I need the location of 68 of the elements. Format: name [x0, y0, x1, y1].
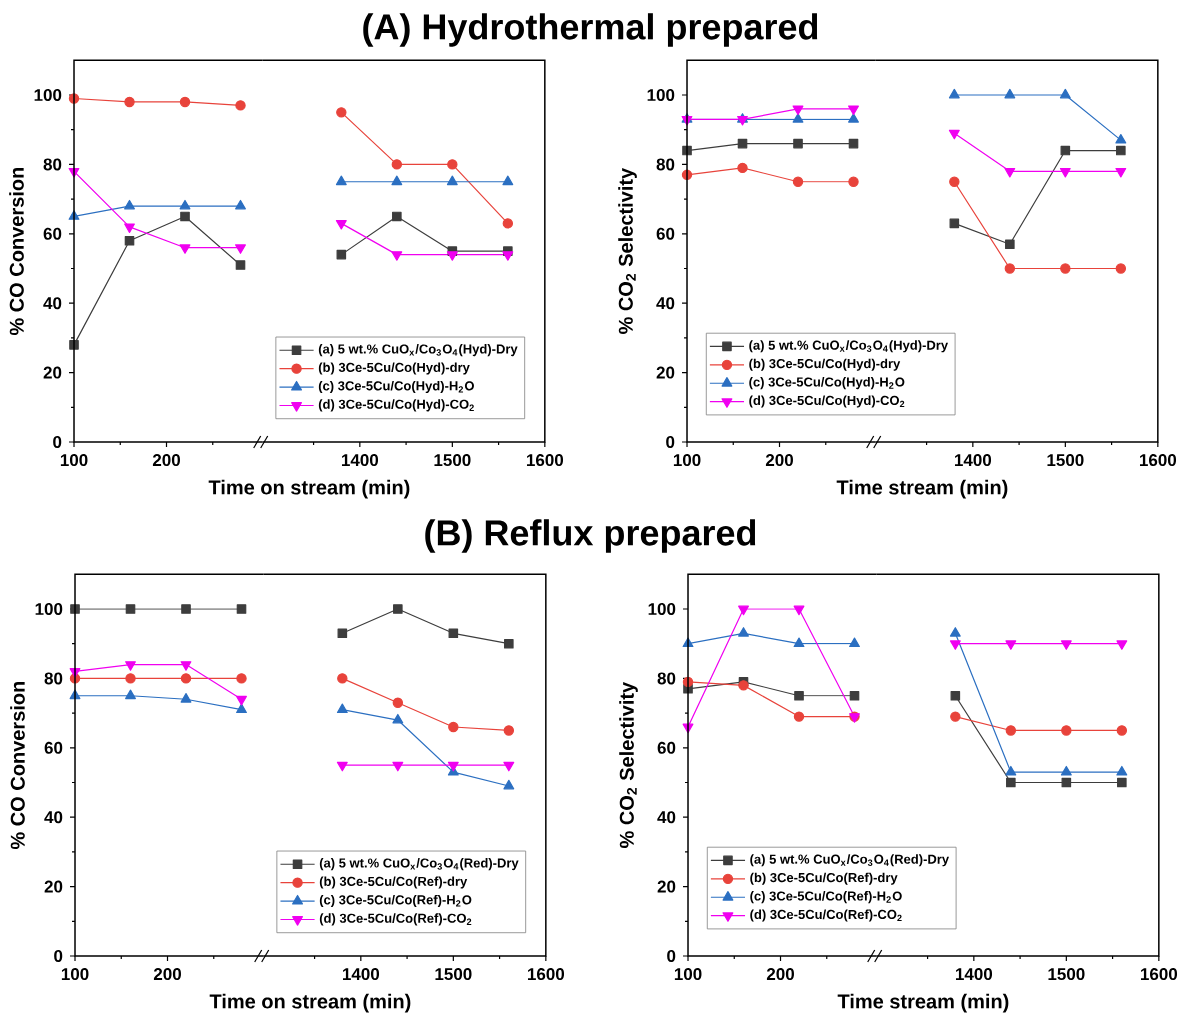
- x-tick-label: 100: [674, 968, 702, 981]
- legend-label: (a) 5 wt.% CuO$_{x}$/Co$_{3}$O$_{4}$(Hyd)-Dry: [318, 344, 518, 357]
- y-tick-label: 20: [657, 880, 676, 893]
- x-tick-label: 200: [152, 454, 180, 467]
- text: (B) Reflux prepared: [425, 519, 756, 553]
- x-axis-title: Time stream (min): [837, 993, 1009, 1013]
- x-tick-label: 1600: [526, 454, 564, 467]
- legend-label: (a) 5 wt.% CuO$_{x}$/Co$_{3}$O$_{4}$(Hyd)-Dry: [749, 340, 949, 353]
- x-tick-label: 1600: [527, 968, 565, 981]
- legend-label: (a) 5 wt.% CuO$_{x}$/Co$_{3}$O$_{4}$(Red)-Dry: [750, 854, 950, 867]
- x-axis-title: Time on stream (min): [209, 993, 411, 1013]
- y-tick-label: 100: [648, 603, 676, 616]
- y-axis-title: % CO$_{2}$ Selectivity: [618, 167, 637, 334]
- legend-label: (c) 3Ce-5Cu/Co(Hyd)-H$_{2}$O: [749, 377, 905, 390]
- y-tick-label: 40: [656, 297, 675, 310]
- legend-label: (b) 3Ce-5Cu/Co(Hyd)-dry: [749, 358, 901, 371]
- legend-label: (b) 3Ce-5Cu/Co(Ref)-dry: [319, 876, 468, 889]
- legend-label: (c) 3Ce-5Cu/Co(Hyd)-H$_{2}$O: [318, 380, 474, 393]
- legend-label: (d) 3Ce-5Cu/Co(Ref)-CO$_{2}$: [750, 909, 902, 922]
- y-tick-label: 60: [44, 741, 63, 754]
- y-tick-label: 20: [44, 880, 63, 893]
- y-tick-label: 100: [34, 89, 62, 102]
- y-axis-title: % CO$_{2}$ Selectivity: [619, 681, 638, 848]
- legend-label: (d) 3Ce-5Cu/Co(Ref)-CO$_{2}$: [319, 913, 472, 926]
- y-tick-label: 60: [656, 227, 675, 240]
- y-tick-label: 40: [657, 811, 676, 824]
- legend-label: (a) 5 wt.% CuO$_{x}$/Co$_{3}$O$_{4}$(Red)-Dry: [319, 858, 519, 871]
- x-tick-label: 1500: [434, 454, 471, 467]
- x-tick-label: 1500: [1047, 454, 1084, 467]
- x-tick-label: 1400: [955, 454, 992, 467]
- y-tick-label: 20: [43, 366, 62, 379]
- legend-label: (d) 3Ce-5Cu/Co(Hyd)-CO$_{2}$: [318, 399, 474, 412]
- text: (A) Hydrothermal prepared: [363, 13, 818, 47]
- x-axis-title: Time stream (min): [836, 479, 1008, 499]
- y-tick-label: 80: [657, 672, 676, 685]
- x-tick-label: 1600: [1139, 454, 1177, 467]
- legend-label: (d) 3Ce-5Cu/Co(Hyd)-CO$_{2}$: [749, 395, 905, 408]
- y-tick-label: 60: [43, 227, 62, 240]
- y-tick-label: 0: [667, 950, 676, 963]
- x-tick-label: 200: [766, 968, 794, 981]
- legend-label: (c) 3Ce-5Cu/Co(Ref)-H$_{2}$O: [750, 891, 902, 904]
- y-tick-label: 60: [657, 741, 676, 754]
- x-tick-label: 1600: [1140, 968, 1178, 981]
- y-axis-title: % CO Conversion: [9, 167, 24, 336]
- x-tick-label: 100: [61, 968, 89, 981]
- legend-label: (b) 3Ce-5Cu/Co(Ref)-dry: [750, 872, 898, 885]
- y-tick-label: 80: [656, 158, 675, 171]
- legend-label: (c) 3Ce-5Cu/Co(Ref)-H$_{2}$O: [319, 894, 472, 907]
- x-tick-label: 1400: [342, 968, 380, 981]
- x-tick-label: 1400: [341, 454, 379, 467]
- x-axis-title: Time on stream (min): [208, 479, 410, 499]
- x-tick-label: 1500: [1048, 968, 1085, 981]
- y-tick-label: 0: [54, 950, 63, 963]
- y-tick-label: 0: [53, 436, 62, 449]
- y-tick-label: 0: [666, 436, 675, 449]
- y-tick-label: 20: [656, 366, 675, 379]
- y-tick-label: 100: [35, 603, 63, 616]
- legend-label: (b) 3Ce-5Cu/Co(Hyd)-dry: [318, 362, 470, 375]
- x-tick-label: 200: [765, 454, 793, 467]
- y-tick-label: 80: [43, 158, 62, 171]
- y-tick-label: 80: [44, 672, 63, 685]
- x-tick-label: 1400: [956, 968, 993, 981]
- x-tick-label: 1500: [435, 968, 472, 981]
- x-tick-label: 200: [153, 968, 181, 981]
- y-axis-title: % CO Conversion: [10, 681, 25, 850]
- y-tick-label: 100: [647, 89, 675, 102]
- y-tick-label: 40: [44, 811, 63, 824]
- y-tick-label: 40: [43, 297, 62, 310]
